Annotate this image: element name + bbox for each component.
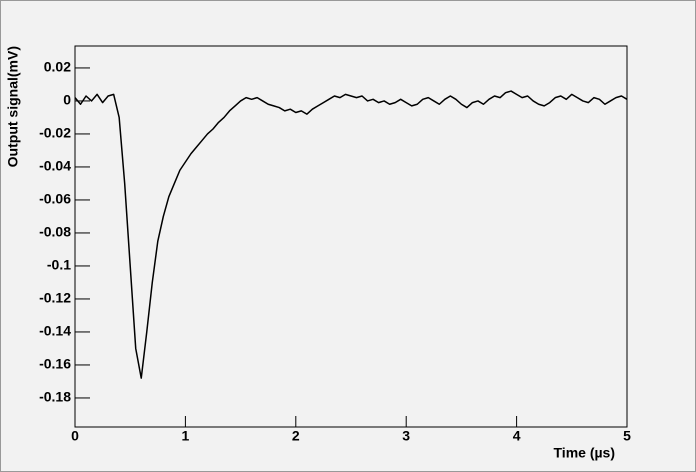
y-tick-label: -0.1 [47, 257, 71, 273]
y-tick-label: -0.18 [39, 389, 71, 405]
y-tick-label: -0.08 [39, 224, 71, 240]
signal-line [74, 90, 628, 379]
y-axis-title: Output signal(mV) [5, 46, 21, 167]
y-tick-label: -0.14 [39, 323, 71, 339]
y-tick-label: -0.06 [39, 191, 71, 207]
y-tick-label: -0.12 [39, 290, 71, 306]
x-tick-label: 1 [182, 428, 190, 444]
x-tick-label: 2 [292, 428, 300, 444]
y-tick-label: -0.02 [39, 125, 71, 141]
y-tick-label: -0.04 [39, 158, 71, 174]
x-axis-title: Time (µs) [554, 445, 616, 461]
x-tick-label: 3 [402, 428, 410, 444]
x-tick-label: 0 [71, 428, 79, 444]
y-tick-label: 0.02 [44, 59, 71, 75]
x-tick-label: 4 [513, 428, 521, 444]
x-tick-label: 5 [623, 428, 631, 444]
y-tick-label: -0.16 [39, 356, 71, 372]
plot-frame [74, 45, 628, 428]
y-tick-label: 0 [63, 92, 71, 108]
